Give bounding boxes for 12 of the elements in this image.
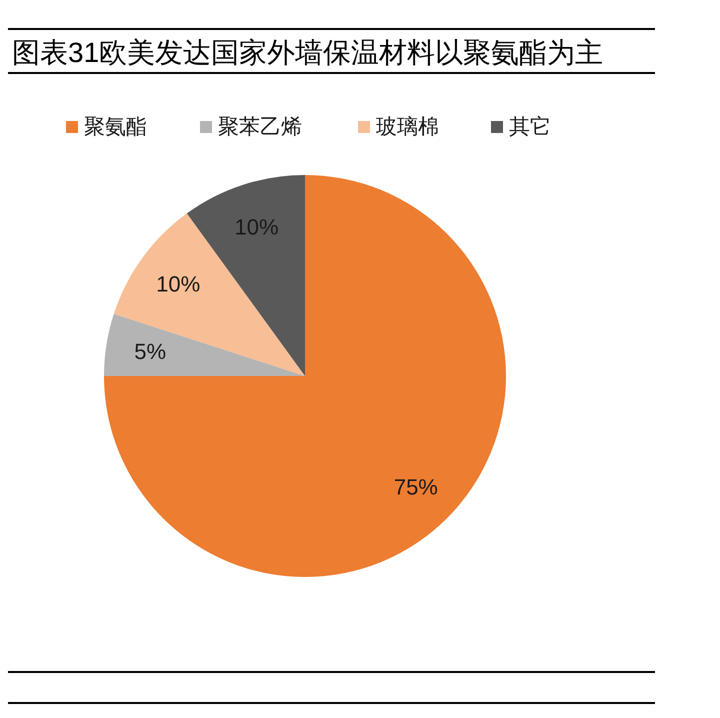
legend-label: 其它: [509, 116, 551, 138]
legend-label: 玻璃棉: [376, 116, 439, 138]
data-label: 10%: [234, 214, 279, 240]
data-label: 5%: [134, 338, 166, 364]
data-label: 75%: [394, 474, 438, 500]
pie-slice: [104, 314, 305, 376]
pie-slice: [104, 175, 506, 577]
legend-label: 聚苯乙烯: [218, 116, 302, 138]
data-label: 10%: [156, 271, 200, 296]
legend-label: 聚氨酯: [84, 116, 147, 138]
pie-slice: [114, 213, 305, 376]
chart-title: 图表31欧美发达国家外墙保温材料以聚氨酯为主: [12, 37, 604, 68]
